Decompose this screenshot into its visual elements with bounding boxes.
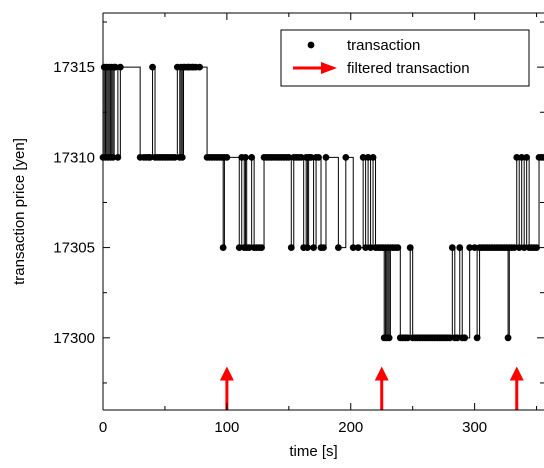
transaction-point	[285, 153, 293, 161]
transaction-point	[287, 244, 295, 251]
y-tick-label: 17310	[53, 149, 95, 166]
transaction-point	[248, 153, 256, 161]
x-axis-title: time [s]	[289, 443, 337, 460]
transaction-step-line	[103, 66, 544, 339]
transaction-point	[116, 63, 124, 71]
transaction-point	[404, 334, 412, 342]
transaction-point	[178, 153, 186, 161]
legend-label-filtered-transaction: filtered transaction	[347, 60, 470, 77]
axes-layer: 0 100 200 300 17300 17305 17310 17315 time [s] tr…	[11, 12, 544, 460]
transaction-point	[518, 153, 526, 161]
transaction-point	[196, 63, 204, 71]
arrow-head	[219, 366, 234, 381]
transaction-point	[349, 244, 357, 251]
transaction-point	[456, 244, 464, 251]
transaction-point	[307, 153, 315, 161]
transaction-point	[510, 244, 518, 251]
transaction-point	[385, 334, 393, 342]
transaction-point	[369, 153, 377, 161]
transaction-point	[523, 153, 531, 161]
transaction-point	[354, 244, 362, 251]
x-tick-label: 0	[99, 419, 107, 436]
transaction-point	[334, 244, 342, 251]
transaction-point	[322, 153, 330, 161]
transaction-point	[446, 334, 454, 342]
y-tick-label: 17300	[53, 330, 95, 347]
arrow-head	[374, 366, 389, 381]
transaction-point	[362, 244, 370, 251]
legend-entry-transaction: transaction	[307, 37, 420, 54]
transaction-point	[223, 153, 231, 161]
transaction-point	[109, 153, 117, 161]
transaction-point	[359, 153, 367, 161]
x-tick-label: 100	[214, 419, 239, 436]
transaction-point	[466, 244, 474, 251]
transaction-point	[171, 153, 179, 161]
x-tick-label: 200	[338, 419, 363, 436]
y-tick-label: 17305	[53, 240, 95, 257]
transaction-point	[367, 244, 374, 251]
y-axis-title: transaction price [yen]	[11, 138, 28, 285]
transaction-point	[258, 244, 265, 251]
legend-arrow-head	[321, 62, 337, 74]
transaction-point	[513, 153, 521, 161]
filtered-transaction-arrow	[374, 366, 389, 410]
transaction-point	[235, 244, 243, 251]
transaction-point	[342, 153, 350, 161]
transaction-point	[533, 244, 540, 251]
legend-label-transaction: transaction	[347, 37, 420, 54]
transaction-point	[304, 244, 311, 251]
transaction-point	[364, 153, 372, 161]
transaction-point	[461, 334, 469, 342]
transaction-point	[315, 153, 322, 161]
transaction-point	[149, 63, 156, 71]
transaction-point	[146, 153, 154, 161]
filtered-transaction-arrow	[509, 366, 524, 410]
transaction-point	[111, 63, 119, 71]
legend: transaction filtered transaction	[280, 29, 530, 87]
transaction-point	[320, 244, 327, 251]
transaction-point	[394, 244, 402, 251]
transaction-point	[245, 244, 253, 251]
transaction-point	[219, 244, 227, 251]
legend-marker-transaction	[307, 41, 315, 49]
transaction-point	[448, 244, 456, 251]
legend-box	[280, 29, 530, 87]
transaction-point	[297, 153, 305, 161]
transaction-point	[453, 334, 461, 342]
transaction-point	[471, 244, 479, 251]
arrow-head	[509, 366, 524, 381]
series-layer	[99, 63, 544, 342]
transaction-point	[520, 244, 528, 251]
transaction-point	[515, 244, 523, 251]
transaction-point	[114, 153, 122, 161]
y-tick-label: 17315	[53, 59, 95, 76]
filtered-arrows-layer	[219, 366, 524, 410]
transaction-point	[310, 244, 317, 251]
transaction-point	[242, 153, 249, 161]
transaction-point	[406, 244, 414, 251]
legend-entry-filtered-transaction: filtered transaction	[293, 60, 470, 77]
transaction-point	[473, 334, 481, 342]
x-tick-label: 300	[462, 419, 487, 436]
transaction-point	[504, 334, 512, 342]
